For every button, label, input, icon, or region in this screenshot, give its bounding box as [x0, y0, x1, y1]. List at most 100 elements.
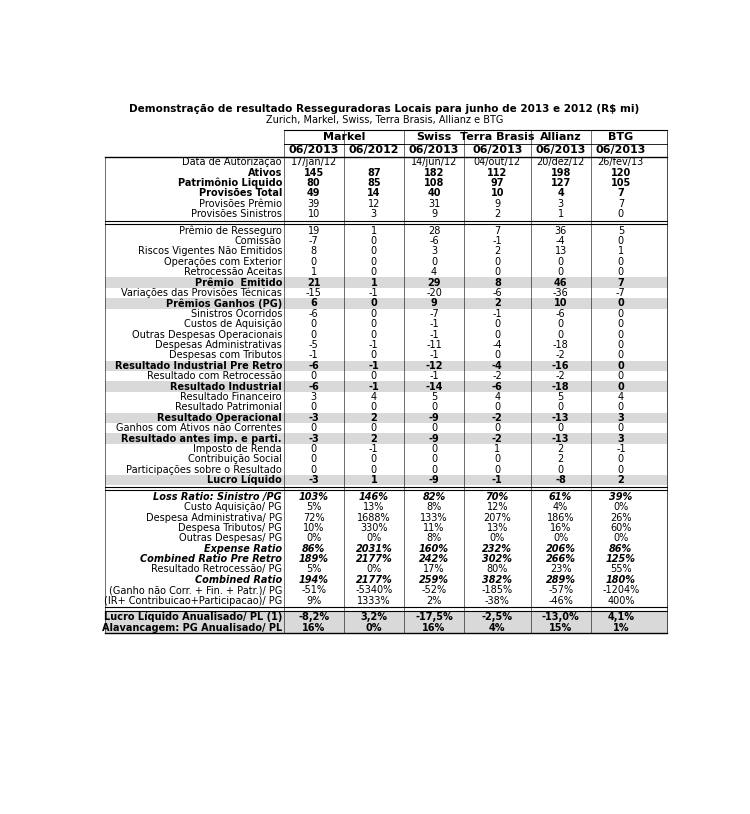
Text: -1: -1	[369, 288, 379, 298]
Text: -2,5%: -2,5%	[482, 612, 513, 622]
Text: 06/2013: 06/2013	[289, 146, 339, 155]
Text: 13%: 13%	[487, 523, 508, 533]
Text: -4: -4	[493, 340, 502, 350]
Text: Resultado Operacional: Resultado Operacional	[158, 413, 282, 422]
Text: -7: -7	[429, 309, 439, 319]
Bar	[104, 612, 668, 623]
Text: 0: 0	[370, 454, 377, 465]
Text: 2: 2	[557, 454, 564, 465]
Text: -2: -2	[492, 434, 502, 444]
Text: -36: -36	[553, 288, 568, 298]
Text: Terra Brasis: Terra Brasis	[460, 132, 535, 142]
Text: 4,1%: 4,1%	[608, 612, 634, 622]
Text: -1: -1	[429, 330, 439, 339]
Text: 0: 0	[557, 319, 564, 329]
Text: 1: 1	[557, 209, 564, 219]
Text: Loss Ratio: Sinistro /PG: Loss Ratio: Sinistro /PG	[153, 492, 282, 501]
Text: 17/jan/12: 17/jan/12	[290, 157, 337, 167]
Text: 0%: 0%	[614, 533, 628, 543]
Text: 36: 36	[554, 225, 567, 236]
Text: -1: -1	[493, 236, 502, 246]
Text: -1: -1	[309, 351, 319, 361]
Text: (Ganho não Corr. + Fin. + Patr.)/ PG: (Ganho não Corr. + Fin. + Patr.)/ PG	[109, 585, 282, 595]
Text: -5: -5	[309, 340, 319, 350]
Text: 0: 0	[494, 351, 500, 361]
Text: 2031%: 2031%	[356, 544, 392, 554]
Text: -8: -8	[555, 475, 566, 485]
Text: 40: 40	[427, 188, 441, 199]
Text: 4%: 4%	[489, 623, 506, 632]
Text: 20/dez/12: 20/dez/12	[536, 157, 585, 167]
Text: Riscos Vigentes Não Emitidos: Riscos Vigentes Não Emitidos	[137, 247, 282, 256]
Text: 7: 7	[617, 188, 624, 199]
Text: 125%: 125%	[606, 554, 636, 564]
Text: 29: 29	[427, 278, 441, 287]
Text: Contribuição Social: Contribuição Social	[188, 454, 282, 465]
Text: 330%: 330%	[360, 523, 388, 533]
Text: -6: -6	[309, 309, 319, 319]
Text: -38%: -38%	[485, 596, 510, 606]
Bar	[104, 623, 668, 632]
Text: 2%: 2%	[426, 596, 442, 606]
Text: 0: 0	[557, 465, 564, 475]
Text: 0: 0	[370, 309, 377, 319]
Text: Outras Despesas/ PG: Outras Despesas/ PG	[178, 533, 282, 543]
Text: 9: 9	[430, 299, 437, 309]
Text: 15%: 15%	[549, 623, 572, 632]
Text: 0: 0	[618, 309, 624, 319]
Text: 7: 7	[618, 199, 624, 208]
Text: 0: 0	[618, 351, 624, 361]
Text: 0: 0	[310, 423, 316, 433]
Text: 8: 8	[494, 278, 501, 287]
Text: 0: 0	[310, 454, 316, 465]
Text: Provisões Sinistros: Provisões Sinistros	[191, 209, 282, 219]
Text: 39%: 39%	[609, 492, 632, 501]
Text: 2: 2	[370, 434, 377, 444]
Text: 0%: 0%	[366, 564, 382, 575]
Text: 1688%: 1688%	[357, 513, 391, 523]
Text: Resultado com Retrocessão: Resultado com Retrocessão	[147, 371, 282, 381]
Text: 0%: 0%	[490, 533, 505, 543]
Text: 9: 9	[494, 199, 500, 208]
Bar	[104, 413, 668, 423]
Text: 5: 5	[618, 225, 624, 236]
Text: -17,5%: -17,5%	[416, 612, 453, 622]
Text: 11%: 11%	[423, 523, 445, 533]
Text: Despesas com Tributos: Despesas com Tributos	[169, 351, 282, 361]
Text: 0: 0	[310, 465, 316, 475]
Text: -3: -3	[308, 434, 319, 444]
Text: 70%: 70%	[486, 492, 509, 501]
Text: 112: 112	[488, 168, 508, 177]
Text: 14: 14	[367, 188, 380, 199]
Bar	[104, 433, 668, 444]
Text: 80%: 80%	[487, 564, 508, 575]
Text: 0: 0	[494, 454, 500, 465]
Text: 289%: 289%	[546, 575, 576, 585]
Text: 0: 0	[494, 465, 500, 475]
Text: 108: 108	[424, 178, 444, 188]
Text: 0: 0	[431, 423, 437, 433]
Text: 26%: 26%	[610, 513, 632, 523]
Text: 0: 0	[370, 402, 377, 413]
Text: Resultado Industrial: Resultado Industrial	[170, 382, 282, 392]
Text: 0: 0	[618, 465, 624, 475]
Text: -1: -1	[429, 319, 439, 329]
Text: 8: 8	[310, 247, 316, 256]
Text: 0: 0	[618, 423, 624, 433]
Text: 146%: 146%	[358, 492, 388, 501]
Text: -1: -1	[368, 382, 380, 392]
Text: -6: -6	[308, 382, 319, 392]
Text: 12: 12	[368, 199, 380, 208]
Text: 0: 0	[310, 330, 316, 339]
Text: -2: -2	[492, 413, 502, 422]
Text: -13: -13	[552, 413, 569, 422]
Text: 0: 0	[618, 236, 624, 246]
Text: Despesas Administrativas: Despesas Administrativas	[155, 340, 282, 350]
Text: 0: 0	[557, 423, 564, 433]
Text: 0: 0	[494, 257, 500, 267]
Text: 16%: 16%	[422, 623, 445, 632]
Text: -5340%: -5340%	[356, 585, 392, 595]
Text: Retrocessão Aceitas: Retrocessão Aceitas	[184, 267, 282, 278]
Text: 1%: 1%	[613, 623, 629, 632]
Text: 0: 0	[618, 371, 624, 381]
